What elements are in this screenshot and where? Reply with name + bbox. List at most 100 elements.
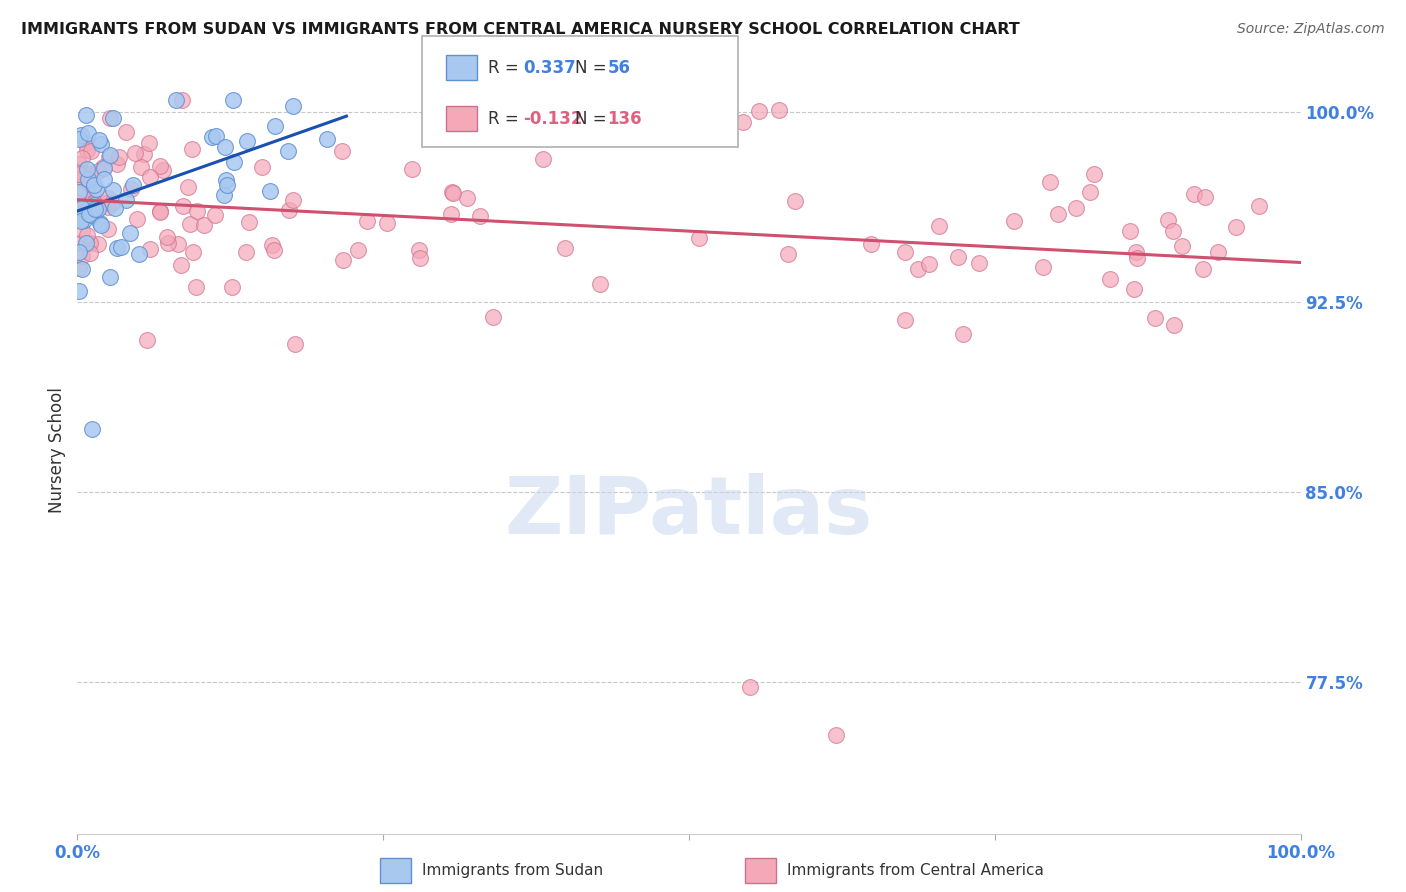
Point <box>481 310 503 324</box>
Point <box>128 246 150 260</box>
Text: ZIPatlas: ZIPatlas <box>505 473 873 551</box>
Point <box>284 337 307 351</box>
Point <box>120 182 142 196</box>
Point <box>84 182 107 196</box>
Point <box>93 196 115 211</box>
Point <box>1039 175 1062 189</box>
Point <box>165 93 187 107</box>
Point <box>409 251 432 265</box>
Point <box>894 245 917 260</box>
Point <box>217 178 239 193</box>
Point <box>1156 213 1178 227</box>
Point <box>70 151 93 165</box>
Point <box>129 160 152 174</box>
Point <box>67 285 90 299</box>
Point <box>149 203 172 218</box>
Point <box>83 178 105 193</box>
Point <box>67 131 90 145</box>
Point <box>740 680 762 694</box>
Point <box>67 196 90 211</box>
Point <box>1192 261 1215 276</box>
Point <box>1118 223 1140 237</box>
Point <box>83 195 105 210</box>
Point <box>894 312 917 326</box>
Point <box>70 261 93 276</box>
Point <box>264 119 287 133</box>
Point <box>70 214 93 228</box>
Point <box>1083 167 1105 181</box>
Point <box>86 202 108 216</box>
Point <box>76 227 98 242</box>
Point <box>533 152 555 166</box>
Point <box>105 241 128 255</box>
Point <box>97 222 120 236</box>
Point <box>177 179 200 194</box>
Point <box>1098 271 1121 285</box>
Point <box>748 103 770 118</box>
Point <box>785 194 807 208</box>
Point <box>181 244 204 259</box>
Point <box>69 201 91 215</box>
Point <box>214 139 236 153</box>
Point <box>124 145 146 160</box>
Text: IMMIGRANTS FROM SUDAN VS IMMIGRANTS FROM CENTRAL AMERICA NURSERY SCHOOL CORRELAT: IMMIGRANTS FROM SUDAN VS IMMIGRANTS FROM… <box>21 22 1019 37</box>
Point <box>1064 201 1087 215</box>
Point <box>139 169 162 184</box>
Y-axis label: Nursery School: Nursery School <box>48 387 66 514</box>
Point <box>170 93 193 107</box>
Point <box>1078 186 1101 200</box>
Point <box>277 144 299 158</box>
Point <box>236 134 259 148</box>
Point <box>1125 245 1147 260</box>
Point <box>115 125 138 139</box>
Point <box>186 279 208 293</box>
Point <box>138 136 160 150</box>
Point <box>156 230 179 244</box>
Point <box>1004 214 1026 228</box>
Point <box>332 253 354 268</box>
Point <box>967 256 990 270</box>
Point <box>201 130 224 145</box>
Point <box>98 148 121 162</box>
Point <box>67 167 90 181</box>
Point <box>100 269 122 284</box>
Point <box>101 196 124 211</box>
Point <box>90 136 112 151</box>
Point <box>105 157 128 171</box>
Point <box>104 201 127 215</box>
Point <box>1194 189 1216 203</box>
Point <box>73 212 96 227</box>
Point <box>172 199 194 213</box>
Point <box>316 132 339 146</box>
Point <box>97 191 120 205</box>
Point <box>80 422 103 436</box>
Text: N =: N = <box>575 110 612 128</box>
Text: Source: ZipAtlas.com: Source: ZipAtlas.com <box>1237 22 1385 37</box>
Point <box>579 117 602 131</box>
Point <box>101 183 124 197</box>
Point <box>72 201 94 215</box>
Point <box>1171 239 1194 253</box>
Point <box>79 167 101 181</box>
Point <box>235 244 257 259</box>
Point <box>1225 219 1247 234</box>
Point <box>79 235 101 250</box>
Point <box>87 164 110 178</box>
Point <box>67 235 90 250</box>
Point <box>263 243 285 257</box>
Point <box>281 193 304 207</box>
Point <box>75 136 97 151</box>
Point <box>824 728 846 742</box>
Point <box>441 185 464 199</box>
Point <box>76 161 98 176</box>
Text: R =: R = <box>488 59 524 77</box>
Point <box>80 208 103 222</box>
Point <box>93 161 115 175</box>
Point <box>79 246 101 260</box>
Point <box>907 261 929 276</box>
Point <box>87 133 110 147</box>
Point <box>215 172 238 186</box>
Point <box>776 246 799 260</box>
Text: 0.337: 0.337 <box>523 59 576 77</box>
Point <box>179 217 201 231</box>
